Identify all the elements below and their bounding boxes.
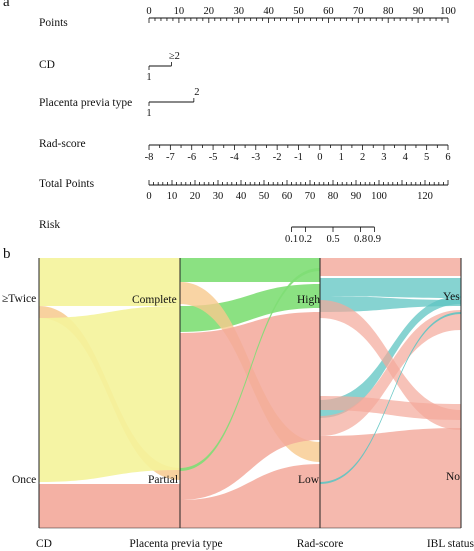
radscore-tick-label: -5 bbox=[209, 152, 218, 163]
category-label: ≥2 bbox=[169, 51, 180, 62]
total-tick-label: 0 bbox=[146, 191, 151, 202]
risk-tick-label: 0.5 bbox=[326, 234, 339, 245]
points-tick-label: 60 bbox=[323, 6, 334, 17]
points-tick-label: 30 bbox=[233, 6, 244, 17]
total-tick-label: 120 bbox=[417, 191, 433, 202]
points-tick-label: 90 bbox=[413, 6, 424, 17]
radscore-tick-label: 4 bbox=[403, 152, 409, 163]
points-tick-label: 80 bbox=[383, 6, 394, 17]
total-tick-label: 60 bbox=[282, 191, 293, 202]
stratum-label: Partial bbox=[148, 474, 178, 486]
radscore-tick-label: -3 bbox=[251, 152, 260, 163]
radscore-tick-label: -1 bbox=[294, 152, 303, 163]
stratum-label: No bbox=[446, 471, 460, 483]
radscore-tick-label: 5 bbox=[424, 152, 429, 163]
points-tick-label: 100 bbox=[440, 6, 456, 17]
stratum-label: High bbox=[297, 294, 320, 306]
flow-band bbox=[320, 258, 461, 276]
total-tick-label: 30 bbox=[213, 191, 224, 202]
axis-title-1: Placenta previa type bbox=[129, 538, 222, 550]
flow-band bbox=[180, 258, 320, 282]
stratum-label: ≥Twice bbox=[2, 293, 36, 305]
total-tick-label: 100 bbox=[371, 191, 387, 202]
stratum-label: Yes bbox=[443, 291, 460, 303]
flow-band bbox=[180, 268, 320, 471]
flow-band bbox=[39, 258, 180, 306]
panel-a-label: a bbox=[3, 0, 10, 10]
total-tick-label: 70 bbox=[305, 191, 316, 202]
total-tick-label: 20 bbox=[190, 191, 201, 202]
alluvial-diagram: ≥Twice Once Complete Partial High Low Yes No CD P… bbox=[2, 258, 474, 550]
radscore-tick-label: -2 bbox=[273, 152, 282, 163]
points-tick-label: 10 bbox=[174, 6, 185, 17]
total-tick-label: 40 bbox=[236, 191, 247, 202]
row-label-2: Placenta previa type bbox=[39, 97, 132, 109]
risk-tick-label: 0.8 bbox=[354, 234, 367, 245]
radscore-tick-label: 1 bbox=[339, 152, 344, 163]
radscore-tick-label: -8 bbox=[145, 152, 154, 163]
category-label: 1 bbox=[146, 108, 151, 119]
flow-band bbox=[180, 312, 320, 500]
total-tick-label: 10 bbox=[167, 191, 178, 202]
radscore-tick-label: 2 bbox=[360, 152, 365, 163]
radscore-tick-label: 0 bbox=[317, 152, 322, 163]
total-tick-label: 50 bbox=[259, 191, 270, 202]
flow-band bbox=[320, 312, 461, 484]
row-label-5: Risk bbox=[39, 219, 60, 231]
row-label-0: Points bbox=[39, 17, 68, 29]
points-tick-label: 0 bbox=[146, 6, 151, 17]
radscore-tick-label: 6 bbox=[445, 152, 450, 163]
panel-b-label: b bbox=[3, 246, 11, 262]
stratum-label: Complete bbox=[132, 294, 177, 306]
flow-band bbox=[320, 296, 461, 312]
total-tick-label: 90 bbox=[351, 191, 362, 202]
stratum-label: Once bbox=[12, 474, 36, 486]
radscore-tick-label: -6 bbox=[187, 152, 196, 163]
total-tick-label: 80 bbox=[328, 191, 339, 202]
axis-title-0: CD bbox=[36, 538, 52, 550]
points-tick-label: 50 bbox=[293, 6, 304, 17]
points-tick-label: 70 bbox=[353, 6, 364, 17]
risk-tick-label: 0.9 bbox=[368, 234, 381, 245]
flow-band bbox=[320, 396, 461, 420]
flow-band bbox=[320, 428, 461, 528]
flow-band bbox=[39, 484, 180, 528]
risk-tick-label: 0.2 bbox=[299, 234, 312, 245]
radscore-tick-label: 3 bbox=[381, 152, 386, 163]
category-label: 2 bbox=[194, 87, 199, 98]
axis-title-3: IBL status bbox=[427, 538, 474, 550]
stratum-label: Low bbox=[298, 474, 320, 486]
flow-band bbox=[180, 464, 320, 528]
flow-band bbox=[320, 300, 461, 430]
row-label-3: Rad-score bbox=[39, 138, 86, 150]
row-label-1: CD bbox=[39, 59, 55, 71]
row-label-4: Total Points bbox=[39, 178, 95, 190]
flow-band bbox=[39, 306, 180, 482]
risk-tick-label: 0.1 bbox=[285, 234, 298, 245]
points-tick-label: 40 bbox=[263, 6, 274, 17]
radscore-tick-label: -7 bbox=[166, 152, 175, 163]
flow-band bbox=[320, 278, 461, 298]
points-tick-label: 20 bbox=[204, 6, 215, 17]
axis-title-2: Rad-score bbox=[297, 538, 344, 550]
category-label: 1 bbox=[146, 72, 151, 83]
radscore-tick-label: -4 bbox=[230, 152, 239, 163]
